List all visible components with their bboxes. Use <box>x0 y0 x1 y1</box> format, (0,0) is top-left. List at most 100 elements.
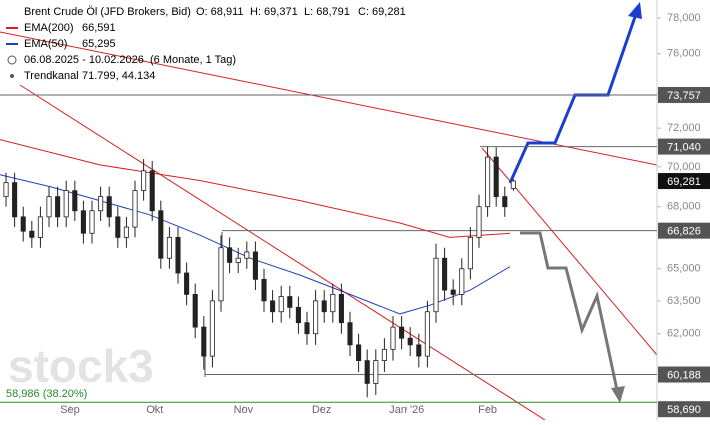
x-tick-label: Sep <box>60 404 80 416</box>
legend-period-note: (6 Monate, 1 Tag) <box>150 54 236 66</box>
candle-body <box>304 322 310 335</box>
fib-label: 58,986 (38.20%) <box>6 388 87 400</box>
level-box <box>658 138 710 155</box>
candle-body <box>399 326 405 339</box>
candle-body <box>261 278 267 302</box>
y-tick-label: 63,500 <box>667 295 701 307</box>
projection-down <box>520 231 619 391</box>
x-tick-label: Jan '26 <box>389 404 424 416</box>
arrow-head <box>628 2 642 19</box>
candle-body <box>209 300 215 357</box>
candle-body <box>278 296 284 313</box>
candle-body <box>201 326 207 357</box>
legend-icon <box>7 55 17 65</box>
candle-body <box>80 210 86 234</box>
candle-body <box>373 360 379 384</box>
y-tick-label: 70,000 <box>667 161 701 173</box>
candle-body <box>89 210 95 234</box>
candle-body <box>72 190 78 212</box>
legend-period: 06.08.2025 - 10.02.2026 <box>24 54 144 66</box>
y-tick-label: 78,000 <box>667 12 701 24</box>
projection-up <box>508 13 638 184</box>
candle-body <box>381 348 387 362</box>
ema-line <box>0 139 510 238</box>
candle-body <box>442 257 448 291</box>
candle-body <box>416 344 422 357</box>
x-tick-label: Feb <box>478 404 497 416</box>
candle-body <box>424 311 430 357</box>
legend-ohlc: O: 68,911 <box>196 6 244 18</box>
candle-body <box>37 216 43 238</box>
candle-body <box>184 272 190 295</box>
legend-channel: Trendkanal <box>24 70 79 82</box>
y-tick-label: 72,000 <box>667 122 701 134</box>
candle-body <box>467 236 473 270</box>
level-label: 60,188 <box>667 369 701 381</box>
candle-body <box>106 196 112 218</box>
level-box <box>658 401 710 418</box>
legend-ohlc: H: 69,371 <box>250 6 298 18</box>
candle-body <box>459 268 465 295</box>
candle-body <box>330 293 336 313</box>
arrow-head <box>611 386 625 403</box>
legend-title: Brent Crude Öl (JFD Brokers, Bid) <box>24 6 191 18</box>
level-label: 66,826 <box>667 226 701 238</box>
candle-body <box>20 216 26 232</box>
candle-body <box>3 182 9 198</box>
candle-body <box>46 196 52 218</box>
candle-body <box>29 230 35 238</box>
legend-ohlc: L: 68,791 <box>304 6 350 18</box>
candle-body <box>321 300 327 313</box>
level-label: 71,040 <box>667 141 701 153</box>
candle-body <box>98 196 104 212</box>
candle-body <box>12 182 18 218</box>
y-tick-label: 62,000 <box>667 328 701 340</box>
level-label: 58,690 <box>667 404 701 416</box>
candle-body <box>407 337 413 346</box>
candle-body <box>192 293 198 328</box>
legend-name: EMA(50) <box>24 38 67 50</box>
candle-body <box>485 156 491 208</box>
x-tick-label: Okt <box>146 404 163 416</box>
candle-body <box>175 236 181 274</box>
candle-body <box>347 322 353 346</box>
candle-body <box>313 300 319 335</box>
candle-body <box>502 196 508 208</box>
candle-body <box>270 300 276 313</box>
level-label: 69,281 <box>667 176 701 188</box>
candle-body <box>433 257 439 313</box>
legend: Brent Crude Öl (JFD Brokers, Bid) O: 68,… <box>6 6 406 400</box>
candle-body <box>390 326 396 350</box>
level-label: 73,757 <box>667 90 701 102</box>
candle-body <box>338 293 344 324</box>
candle-body <box>252 251 258 280</box>
candle-body <box>227 247 233 263</box>
trend-line <box>19 84 546 421</box>
watermark: stock3 <box>8 340 154 392</box>
candle-body <box>476 206 482 238</box>
level-box <box>658 366 710 383</box>
candle-body <box>141 170 147 192</box>
legend-name: EMA(200) <box>24 22 74 34</box>
level-box <box>658 173 710 190</box>
y-tick-label: 76,000 <box>667 48 701 60</box>
legend-icon <box>10 74 14 78</box>
level-box <box>658 222 710 239</box>
candle-body <box>510 180 516 189</box>
legend-ohlc: C: 69,281 <box>358 6 406 18</box>
candle-body <box>244 251 250 259</box>
trend-line <box>481 147 658 356</box>
y-tick-label: 68,000 <box>667 201 701 213</box>
x-tick-label: Dez <box>312 404 332 416</box>
candle-body <box>166 236 172 259</box>
candle-body <box>123 226 129 238</box>
x-tick-label: Nov <box>234 404 254 416</box>
y-tick-label: 65,000 <box>667 263 701 275</box>
candle-body <box>149 170 155 212</box>
candle-body <box>55 196 61 218</box>
candle-body <box>115 216 121 238</box>
legend-value: 65,295 <box>82 38 116 50</box>
candle-body <box>235 257 241 263</box>
candle-body <box>450 289 456 295</box>
